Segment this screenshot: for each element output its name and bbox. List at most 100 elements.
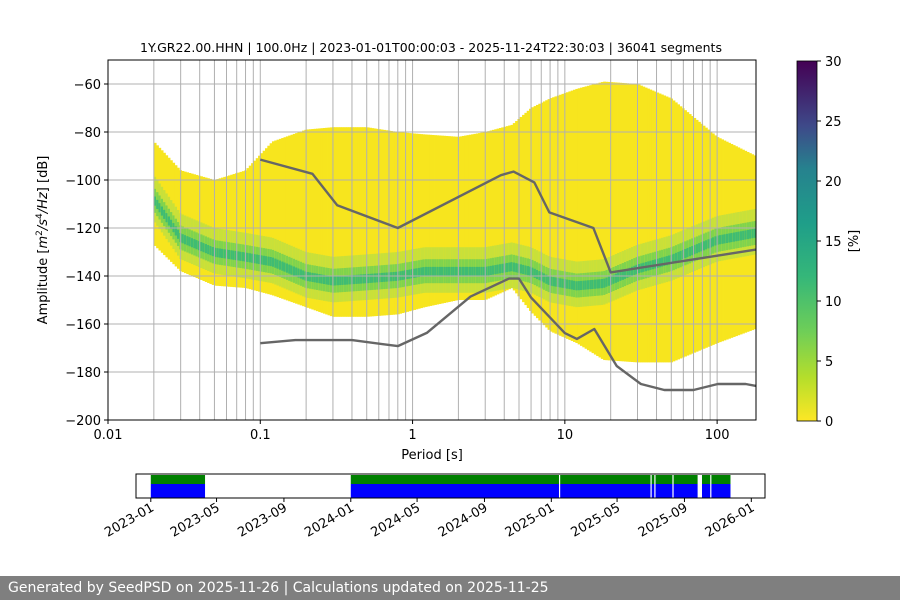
heatmap-column bbox=[561, 93, 565, 337]
heatmap-column bbox=[711, 133, 715, 345]
heatmap-column bbox=[568, 91, 572, 340]
heatmap-column bbox=[262, 150, 266, 293]
heatmap-column bbox=[693, 117, 697, 353]
heatmap-column bbox=[482, 132, 486, 300]
availability-timeline bbox=[150, 475, 731, 498]
timeline-bar-blue bbox=[150, 484, 206, 498]
heatmap-column bbox=[285, 136, 289, 301]
heatmap-column bbox=[515, 121, 518, 294]
heatmap-column bbox=[195, 174, 199, 279]
heatmap-column bbox=[473, 133, 477, 300]
heatmap-column bbox=[362, 127, 365, 317]
timeline-tick-label: 2025-09 bbox=[636, 500, 691, 540]
heatmap-column bbox=[753, 155, 757, 330]
heatmap-column bbox=[714, 135, 718, 344]
colorbar-tick-label: 10 bbox=[825, 295, 842, 310]
heatmap-column bbox=[533, 106, 537, 316]
heatmap-column bbox=[292, 133, 296, 303]
heatmap-column bbox=[241, 171, 245, 288]
heatmap-column bbox=[399, 132, 403, 314]
timeline-bar-blue bbox=[701, 484, 731, 498]
heatmap-column bbox=[577, 88, 581, 345]
heatmap-column bbox=[454, 136, 458, 301]
heatmap-column bbox=[371, 128, 375, 317]
timeline-tick-label: 2023-01 bbox=[102, 500, 157, 540]
x-tick-label: 1 bbox=[408, 428, 416, 443]
heatmap-column bbox=[735, 146, 738, 337]
heatmap-column bbox=[677, 104, 680, 360]
heatmap-column bbox=[232, 174, 236, 288]
heatmap-column bbox=[329, 127, 333, 317]
heatmap-column bbox=[579, 87, 583, 346]
timeline-tick-label: 2025-05 bbox=[569, 500, 624, 540]
heatmap-column bbox=[223, 176, 227, 287]
heatmap-column bbox=[642, 86, 646, 363]
heatmap-column bbox=[269, 143, 273, 295]
heatmap-column bbox=[325, 127, 328, 315]
heatmap-column bbox=[221, 177, 224, 287]
heatmap-column bbox=[248, 165, 252, 290]
heatmap-column bbox=[274, 140, 277, 297]
heatmap-column bbox=[431, 134, 435, 306]
heatmap-column bbox=[478, 133, 481, 300]
heatmap-column bbox=[336, 127, 340, 317]
heatmap-column bbox=[366, 127, 370, 317]
colorbar-tick-label: 30 bbox=[825, 55, 842, 70]
heatmap-column bbox=[674, 102, 678, 361]
heatmap-column bbox=[723, 140, 727, 341]
heatmap-column bbox=[290, 134, 294, 303]
heatmap-column bbox=[355, 127, 359, 317]
heatmap-column bbox=[570, 90, 574, 341]
heatmap-column bbox=[283, 137, 287, 300]
heatmap-column bbox=[746, 151, 750, 332]
heatmap-column bbox=[302, 130, 305, 307]
colorbar-tick-label: 0 bbox=[825, 415, 833, 430]
heatmap-column bbox=[491, 129, 495, 297]
heatmap-column bbox=[183, 171, 187, 274]
heatmap-column bbox=[202, 176, 206, 281]
heatmap-column bbox=[193, 174, 196, 278]
heatmap-column bbox=[667, 97, 671, 363]
heatmap-column bbox=[471, 134, 474, 300]
heatmap-column bbox=[698, 121, 701, 351]
heatmap-column bbox=[633, 83, 636, 363]
timeline-gap bbox=[710, 475, 712, 498]
heatmap-column bbox=[494, 129, 498, 296]
heatmap-column bbox=[216, 179, 220, 286]
heatmap-column bbox=[707, 129, 711, 347]
heatmap-column bbox=[450, 136, 454, 302]
plot-frame bbox=[107, 59, 757, 421]
heatmap-column bbox=[207, 178, 210, 283]
heatmap-column bbox=[468, 134, 472, 300]
chart-title: 1Y.GR22.00.HHN | 100.0Hz | 2023-01-01T00… bbox=[140, 40, 722, 55]
heatmap-column bbox=[702, 125, 706, 349]
heatmap-column bbox=[353, 127, 356, 317]
heatmap-column bbox=[165, 155, 169, 258]
heatmap-column bbox=[628, 83, 632, 362]
colorbar-tick-label: 5 bbox=[825, 355, 833, 370]
y-tick-label: −120 bbox=[65, 222, 101, 237]
heatmap-column bbox=[204, 177, 208, 282]
timeline-gap bbox=[672, 475, 674, 498]
timeline-gap bbox=[654, 475, 656, 498]
colorbar bbox=[796, 60, 818, 422]
y-tick-label: −60 bbox=[74, 78, 101, 93]
heatmap-column bbox=[218, 178, 222, 287]
heatmap-column bbox=[422, 134, 426, 308]
heatmap-column bbox=[320, 128, 324, 313]
heatmap-column bbox=[524, 112, 528, 306]
heatmap-column bbox=[686, 112, 690, 356]
x-axis-label: Period [s] bbox=[401, 448, 463, 463]
heatmap-column bbox=[640, 85, 643, 363]
heatmap-column bbox=[172, 162, 176, 265]
heatmap-column bbox=[679, 106, 683, 359]
heatmap-column bbox=[237, 172, 240, 288]
heatmap-column bbox=[281, 138, 284, 299]
heatmap-column bbox=[501, 127, 504, 293]
heatmap-column bbox=[306, 129, 310, 308]
heatmap-column bbox=[343, 127, 347, 317]
heatmap-column bbox=[584, 86, 588, 349]
heatmap-column bbox=[288, 135, 291, 302]
heatmap-column bbox=[688, 114, 692, 355]
heatmap-column bbox=[466, 135, 470, 300]
